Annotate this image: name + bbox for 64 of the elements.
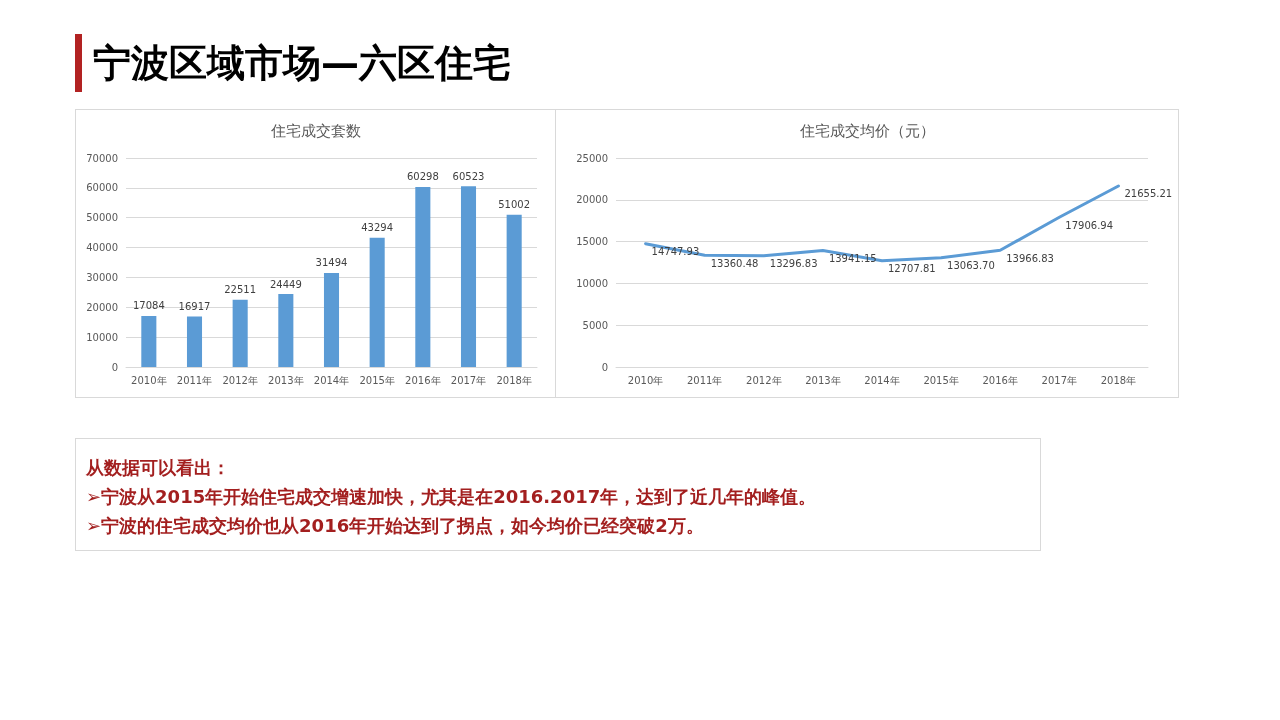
x-tick-label: 2017年 xyxy=(1041,374,1078,386)
x-tick-label: 2017年 xyxy=(450,374,487,386)
data-label: 21655.21 xyxy=(1124,188,1173,200)
bar xyxy=(278,294,294,367)
x-tick-label: 2010年 xyxy=(627,374,664,386)
text: ➢宁波的住宅成交均价也从2016年开始达到了拐点，如今均价已经突破2万。 xyxy=(86,514,705,538)
x-tick-label: 2013年 xyxy=(805,374,841,386)
y-tick-label: 5000 xyxy=(582,319,608,331)
y-tick-label: 60000 xyxy=(86,182,118,194)
x-tick-label: 2010年 xyxy=(131,374,167,386)
text: 从数据可以看出： xyxy=(86,456,231,480)
bar xyxy=(141,315,157,367)
text: ➢宁波从2015年开始住宅成交增速加快，尤其是在2016.2017年，达到了近几年的峰值。 xyxy=(86,485,818,509)
data-label: 43294 xyxy=(361,222,394,234)
x-tick-label: 2018年 xyxy=(496,374,532,386)
bar xyxy=(415,186,431,367)
x-tick-label: 2015年 xyxy=(923,374,959,386)
data-label: 22511 xyxy=(224,284,257,296)
chart-title: 住宅成交均价（元） xyxy=(798,121,935,140)
bar xyxy=(232,299,248,367)
x-tick-label: 2016年 xyxy=(982,374,1018,386)
y-tick-label: 50000 xyxy=(86,212,118,224)
data-label: 13360.48 xyxy=(710,257,759,269)
data-label: 13941.15 xyxy=(828,252,877,264)
y-tick-label: 70000 xyxy=(86,152,118,164)
data-label: 16917 xyxy=(178,300,211,312)
data-label: 17906.94 xyxy=(1065,219,1114,231)
y-tick-label: 0 xyxy=(111,361,118,373)
y-tick-label: 25000 xyxy=(576,152,608,164)
bar xyxy=(460,186,477,367)
data-label: 31494 xyxy=(315,257,348,269)
x-tick-label: 2014年 xyxy=(864,374,900,386)
bar xyxy=(323,272,340,367)
text: 宁波区域市场—六区住宅 xyxy=(93,40,511,87)
bar xyxy=(506,214,522,367)
data-label: 17084 xyxy=(132,300,165,312)
data-label: 60523 xyxy=(452,170,485,182)
x-tick-label: 2016年 xyxy=(405,374,441,386)
y-tick-label: 40000 xyxy=(86,242,118,254)
x-tick-label: 2018年 xyxy=(1100,374,1137,386)
y-tick-label: 20000 xyxy=(576,194,608,206)
y-tick-label: 15000 xyxy=(576,236,608,248)
y-tick-label: 0 xyxy=(601,361,608,373)
data-label: 12707.81 xyxy=(888,263,936,275)
data-label: 60298 xyxy=(406,171,439,183)
x-tick-label: 2012年 xyxy=(746,374,782,386)
x-tick-label: 2014年 xyxy=(313,374,350,386)
y-tick-label: 10000 xyxy=(576,277,608,289)
data-label: 13296.83 xyxy=(769,258,818,270)
y-tick-label: 30000 xyxy=(86,271,118,283)
data-label: 24449 xyxy=(269,278,302,290)
x-tick-label: 2012年 xyxy=(222,374,258,386)
x-tick-label: 2011年 xyxy=(686,374,723,386)
data-label: 13063.70 xyxy=(947,260,995,272)
data-label: 13966.83 xyxy=(1006,252,1054,264)
bar xyxy=(186,316,203,367)
bar xyxy=(369,237,385,367)
data-label: 51002 xyxy=(498,199,531,211)
x-tick-label: 2013年 xyxy=(268,374,304,386)
chart-title: 住宅成交套数 xyxy=(269,121,361,140)
y-tick-label: 20000 xyxy=(86,301,118,313)
y-tick-label: 10000 xyxy=(86,331,118,343)
x-tick-label: 2015年 xyxy=(359,374,395,386)
x-tick-label: 2011年 xyxy=(176,374,213,386)
